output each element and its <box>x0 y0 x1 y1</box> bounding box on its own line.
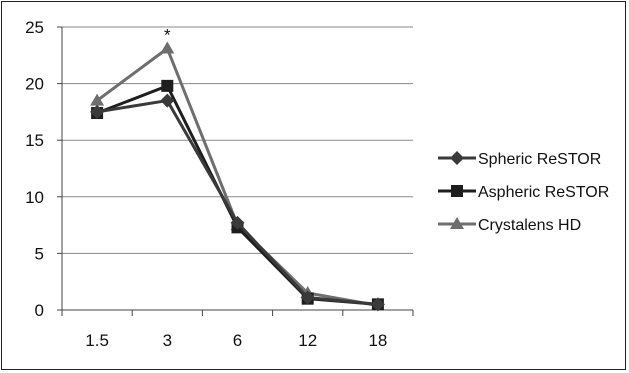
legend: Spheric ReSTOR Aspheric ReSTOR Crystalens … <box>438 151 609 234</box>
data-point-diamond <box>450 151 464 165</box>
y-axis-ticks: 0 5 10 15 20 25 <box>25 18 62 320</box>
y-tick-label: 10 <box>25 188 44 207</box>
series-line <box>96 99 379 306</box>
data-point-triangle <box>90 93 105 106</box>
x-tick-label: 12 <box>298 331 317 350</box>
x-tick-label: 3 <box>163 331 172 350</box>
x-tick-label: 1.5 <box>85 331 109 350</box>
series-line <box>96 47 379 307</box>
data-point-diamond <box>370 297 385 312</box>
y-tick-label: 0 <box>35 301 44 320</box>
data-point-diamond <box>90 104 105 119</box>
data-point-diamond <box>300 290 315 305</box>
series-group <box>90 41 385 312</box>
x-axis-ticks: 1.5 3 6 12 18 <box>61 310 414 350</box>
data-point-triangle <box>160 41 175 54</box>
legend-label: Crystalens HD <box>478 217 581 234</box>
data-point-triangle <box>450 217 464 229</box>
series-line <box>96 84 379 306</box>
y-tick-label: 25 <box>25 18 44 37</box>
data-point-diamond <box>160 93 175 108</box>
data-point-square <box>161 79 174 92</box>
axes <box>61 27 413 311</box>
x-tick-label: 18 <box>368 331 387 350</box>
y-tick-label: 15 <box>25 131 44 150</box>
legend-label: Aspheric ReSTOR <box>478 184 609 201</box>
significance-marker: * <box>164 26 171 45</box>
legend-label: Spheric ReSTOR <box>478 151 601 168</box>
annotations: * <box>164 26 171 45</box>
x-tick-label: 6 <box>233 331 242 350</box>
y-tick-label: 20 <box>25 75 44 94</box>
y-tick-label: 5 <box>35 244 44 263</box>
data-point-square <box>451 185 463 197</box>
data-point-diamond <box>230 215 245 230</box>
